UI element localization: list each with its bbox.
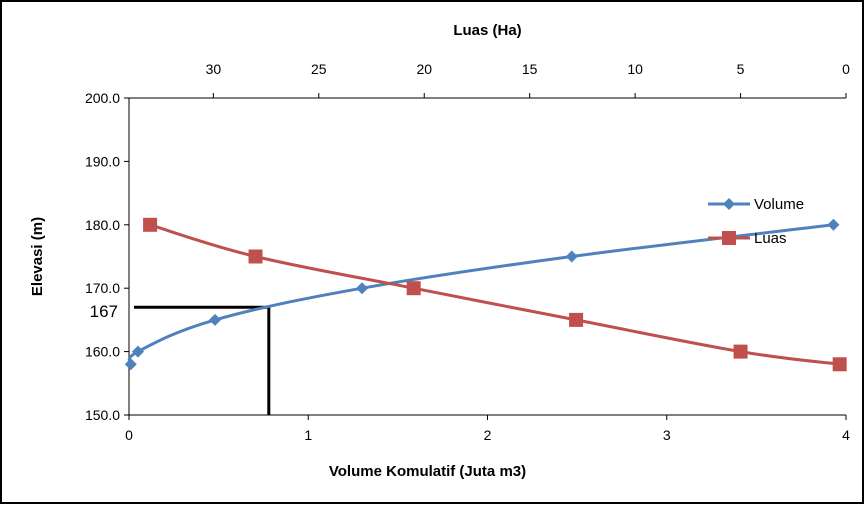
x2-tick-label: 20 — [416, 61, 432, 77]
x2-tick-label: 25 — [311, 61, 327, 77]
y-tick-label: 200.0 — [85, 90, 120, 106]
x-tick-label: 1 — [304, 427, 312, 443]
x2-tick-label: 10 — [627, 61, 643, 77]
x2-tick-label: 0 — [842, 61, 850, 77]
luas-point — [248, 249, 263, 264]
volume-point — [565, 250, 578, 263]
series-line-luas — [149, 223, 840, 366]
y-tick-label: 190.0 — [85, 153, 120, 169]
volume-point — [356, 282, 369, 295]
series-line-volume — [127, 223, 834, 366]
x-tick-label: 4 — [842, 427, 850, 443]
y-tick-label: 180.0 — [85, 217, 120, 233]
luas-point — [733, 344, 748, 359]
bottom-axis-title: Volume Komulatif (Juta m3) — [329, 463, 526, 480]
x-tick-label: 0 — [125, 427, 133, 443]
y-tick-label: 150.0 — [85, 407, 120, 423]
y-tick-label: 170.0 — [85, 280, 120, 296]
legend-label-luas: Luas — [754, 230, 787, 247]
x2-tick-label: 5 — [737, 61, 745, 77]
legend-label-volume: Volume — [754, 196, 804, 213]
annotation-label: 167 — [90, 302, 118, 321]
legend-marker-volume — [723, 198, 735, 210]
volume-point — [209, 313, 222, 326]
top-axis-title: Luas (Ha) — [453, 22, 521, 39]
volume-point — [827, 218, 840, 231]
luas-point — [406, 281, 421, 296]
x-tick-label: 3 — [663, 427, 671, 443]
volume-point — [131, 345, 144, 358]
legend-marker-luas — [722, 231, 736, 245]
x-tick-label: 2 — [484, 427, 492, 443]
luas-point — [832, 357, 847, 372]
x2-tick-label: 30 — [206, 61, 222, 77]
luas-point — [143, 217, 158, 232]
luas-point — [569, 312, 584, 327]
left-axis-title: Elevasi (m) — [29, 217, 46, 296]
x2-tick-label: 15 — [522, 61, 538, 77]
volume-point — [124, 358, 137, 371]
y-tick-label: 160.0 — [85, 344, 120, 360]
